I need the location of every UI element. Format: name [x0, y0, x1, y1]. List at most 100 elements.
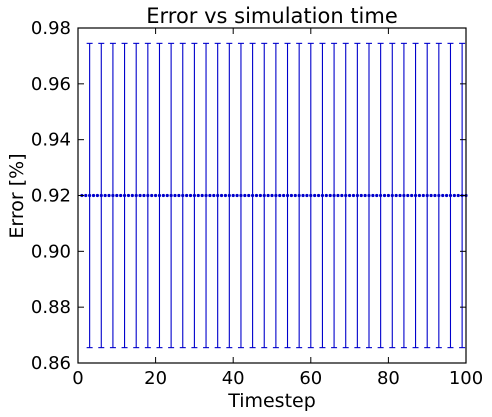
chart-title: Error vs simulation time — [146, 4, 398, 28]
data-point — [402, 193, 406, 198]
data-point — [95, 193, 99, 198]
data-point — [425, 193, 429, 198]
data-point — [251, 193, 255, 198]
data-point — [406, 193, 410, 198]
y-tick-label: 0.98 — [31, 18, 71, 39]
data-point — [177, 193, 181, 198]
data-point — [212, 193, 216, 198]
data-point — [91, 193, 96, 198]
data-point — [390, 193, 394, 198]
data-point — [235, 193, 239, 198]
x-tick-label: 80 — [377, 368, 400, 389]
data-point — [154, 193, 158, 198]
data-point — [344, 193, 348, 198]
data-point — [165, 193, 169, 198]
data-point — [452, 193, 456, 198]
data-point — [441, 193, 445, 198]
data-point — [181, 193, 185, 198]
x-tick-label: 0 — [72, 368, 83, 389]
data-point — [371, 193, 375, 198]
y-tick-label: 0.92 — [31, 186, 71, 207]
y-tick-label: 0.94 — [31, 130, 71, 151]
data-point — [375, 193, 379, 198]
data-point — [111, 193, 115, 198]
data-point — [188, 193, 193, 198]
data-point — [313, 193, 317, 198]
y-axis-label: Error [%] — [6, 153, 28, 238]
data-point — [247, 193, 251, 198]
data-point — [398, 193, 402, 198]
data-point — [433, 193, 437, 198]
x-tick-label: 60 — [299, 368, 322, 389]
data-point — [445, 193, 449, 198]
data-point — [410, 193, 414, 198]
data-point — [130, 193, 134, 198]
data-point — [157, 193, 162, 198]
data-point — [219, 193, 224, 198]
y-tick-label: 0.88 — [31, 297, 71, 318]
data-point — [258, 193, 262, 198]
data-point — [359, 193, 363, 198]
x-tick-label: 100 — [449, 368, 483, 389]
data-point — [379, 193, 383, 198]
x-axis: 0 20 40 60 80 100 — [72, 28, 483, 389]
data-point — [363, 193, 367, 198]
data-point — [301, 193, 305, 198]
data-point — [107, 193, 111, 198]
data-point — [285, 193, 290, 198]
data-point — [185, 193, 189, 198]
data-point — [289, 193, 293, 198]
data-point — [309, 193, 313, 198]
data-point — [150, 193, 154, 198]
data-point — [223, 193, 228, 198]
data-point — [84, 193, 88, 198]
data-point — [348, 193, 352, 198]
data-point — [196, 193, 200, 198]
y-tick-label: 0.90 — [31, 241, 71, 262]
data-point — [340, 193, 344, 198]
x-axis-label: Timestep — [227, 390, 316, 412]
data-point — [367, 193, 371, 198]
data-point — [429, 193, 433, 198]
data-point — [173, 193, 177, 198]
data-point — [119, 193, 123, 198]
data-point — [282, 193, 286, 198]
y-axis: 0.86 0.88 0.90 0.92 0.94 0.96 0.98 — [31, 18, 466, 374]
data-point — [413, 193, 418, 198]
data-point — [200, 193, 204, 198]
data-point — [161, 193, 165, 198]
data-point — [316, 193, 321, 198]
data-point — [254, 193, 259, 198]
data-point — [169, 193, 173, 198]
data-point — [216, 193, 220, 198]
data-point — [99, 193, 103, 198]
data-point — [231, 193, 235, 198]
data-point — [394, 193, 398, 198]
data-point — [324, 193, 328, 198]
data-point — [134, 193, 138, 198]
y-tick-label: 0.86 — [31, 353, 71, 374]
data-point — [305, 193, 309, 198]
y-tick-label: 0.96 — [31, 74, 71, 95]
data-point — [297, 193, 301, 198]
data-point — [126, 193, 131, 198]
x-tick-label: 20 — [144, 368, 167, 389]
data-point — [88, 193, 92, 198]
data-point — [142, 193, 146, 198]
data-point — [328, 193, 332, 198]
data-point — [243, 193, 247, 198]
data-point — [293, 193, 297, 198]
data-point — [278, 193, 282, 198]
data-point — [421, 193, 425, 198]
data-point — [239, 193, 243, 198]
x-tick-label: 40 — [222, 368, 245, 389]
data-point — [192, 193, 196, 198]
data-point — [270, 193, 274, 198]
data-point — [456, 193, 460, 198]
data-point — [115, 193, 119, 198]
data-point — [227, 193, 231, 198]
data-point — [262, 193, 266, 198]
data-point — [103, 193, 107, 198]
data-point — [332, 193, 336, 198]
